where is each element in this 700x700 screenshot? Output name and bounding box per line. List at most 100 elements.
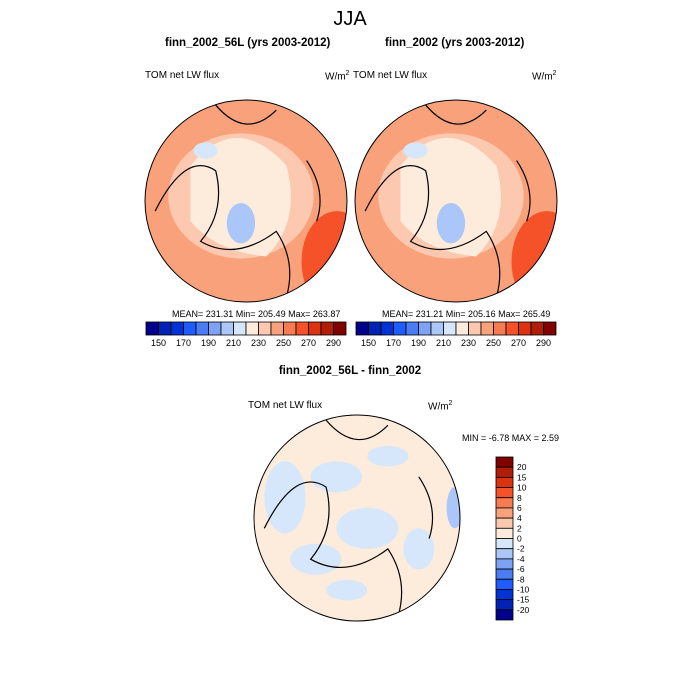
cool-region (400, 137, 501, 257)
colorbar-box (393, 321, 407, 336)
colorbar-tick-label: -15 (517, 595, 530, 605)
colorbar-tick-label: -20 (517, 605, 530, 615)
colorbar-box (368, 321, 382, 336)
colorbar-box (270, 321, 284, 336)
colorbar-box (405, 321, 419, 336)
cold-region (403, 142, 428, 159)
cold-region (436, 203, 466, 244)
colorbar-box (418, 321, 432, 336)
colorbar-box (283, 321, 297, 336)
colorbar-box (495, 578, 514, 590)
colorbar-tick-label: 230 (461, 338, 476, 348)
colorbar-box (320, 321, 334, 336)
colorbar-box (495, 548, 514, 560)
map-field (145, 100, 347, 302)
colorbar-box (443, 321, 457, 336)
colorbar-box (258, 321, 272, 336)
units-text: W/m (428, 401, 449, 413)
colorbar-box (495, 466, 514, 478)
negative-region (326, 579, 368, 601)
map-border (144, 99, 348, 303)
colorbar-tick-label: 210 (436, 338, 451, 348)
colorbar-box (195, 321, 209, 336)
colorbar-box (245, 321, 259, 336)
warm-region (331, 241, 347, 302)
colorbar-box (333, 321, 347, 336)
colorbar-box (495, 609, 514, 621)
colorbar-tick-label: 170 (386, 338, 401, 348)
colorbar-tick-label: 270 (301, 338, 316, 348)
panel3-title: finn_2002_56L - finn_2002 (278, 365, 422, 377)
colorbar-box (495, 558, 514, 570)
colorbar-box (145, 321, 159, 336)
colorbar-tick-label: 150 (151, 338, 166, 348)
colorbar-box (455, 321, 469, 336)
colorbar-box (495, 527, 514, 539)
map-border (253, 414, 461, 622)
coastline (154, 104, 321, 298)
negative-region (336, 507, 399, 549)
panel3-stats: MIN = -6.78 MAX = 2.59 (462, 433, 560, 443)
panel3-units: W/m2 (428, 400, 452, 412)
colorbar-tick-label: 15 (517, 472, 527, 482)
panel2-title: finn_2002 (yrs 2003-2012) (385, 37, 525, 49)
colorbar-box (380, 321, 394, 336)
colorbar-tick-label: 290 (326, 338, 341, 348)
colorbar-box (308, 321, 322, 336)
panel1-units: W/m2 (325, 70, 349, 82)
colorbar-box (518, 321, 532, 336)
colorbar-box (495, 568, 514, 580)
colorbar-tick-label: -4 (517, 554, 525, 564)
colorbar-tick-label: 190 (201, 338, 216, 348)
units-text: W/m (532, 71, 553, 83)
coastline (364, 104, 531, 298)
units-sup: 2 (345, 70, 350, 77)
figure-title: JJA (333, 8, 367, 30)
colorbar-box (233, 321, 247, 336)
units-sup: 2 (448, 400, 453, 407)
colorbar-box (468, 321, 482, 336)
units-text: W/m (325, 71, 346, 83)
negative-region (367, 445, 409, 467)
colorbar-box (183, 321, 197, 336)
colorbar-tick-label: -2 (517, 544, 525, 554)
colorbar-tick-label: 6 (517, 503, 522, 513)
panel2-stats: MEAN= 231.21 Min= 205.16 Max= 265.49 (382, 309, 551, 319)
map-field (355, 100, 557, 302)
negative-region (403, 528, 435, 570)
colorbar-box (220, 321, 234, 336)
colorbar-box (495, 497, 514, 509)
panel3-variable: TOM net LW flux (248, 400, 323, 411)
colorbar-tick-label: 0 (517, 534, 522, 544)
colorbar-tick-label: 290 (536, 338, 551, 348)
negative-region (446, 487, 460, 529)
colorbar-box (495, 589, 514, 601)
colorbar-box (208, 321, 222, 336)
colorbar-box (543, 321, 557, 336)
negative-region (310, 461, 363, 493)
colorbar-box (355, 321, 369, 336)
colorbar-box (495, 538, 514, 550)
warm-region (511, 211, 557, 302)
colorbar-box (495, 517, 514, 529)
colorbar-box (480, 321, 494, 336)
panel1-stats: MEAN= 231.31 Min= 205.49 Max= 263.87 (172, 309, 341, 319)
colorbar-box (158, 321, 172, 336)
colorbar-tick-label: 250 (276, 338, 291, 348)
colorbar-box (430, 321, 444, 336)
colorbar-tick-label: 2 (517, 523, 522, 533)
colorbar-box (495, 456, 514, 468)
colorbar-tick-label: 170 (176, 338, 191, 348)
cool-region (190, 137, 291, 257)
colorbar-tick-label: 20 (517, 462, 527, 472)
coastline (263, 419, 434, 617)
negative-region (290, 543, 342, 575)
colorbar-tick-label: -10 (517, 584, 530, 594)
panel1-variable: TOM net LW flux (145, 70, 220, 81)
colorbar-tick-label: 8 (517, 493, 522, 503)
colorbar-tick-label: 250 (486, 338, 501, 348)
colorbar-tick-label: 210 (226, 338, 241, 348)
panel2-units: W/m2 (532, 70, 556, 82)
colorbar-tick-label: 10 (517, 483, 527, 493)
